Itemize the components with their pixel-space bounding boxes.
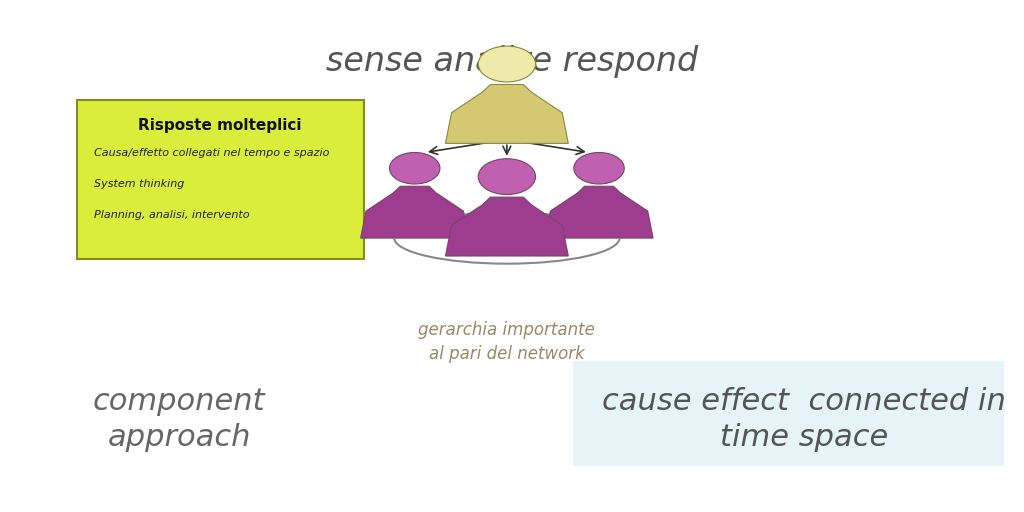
Text: component: component: [93, 388, 265, 416]
Text: Risposte molteplici: Risposte molteplici: [138, 118, 302, 133]
Text: Planning, analisi, intervento: Planning, analisi, intervento: [94, 210, 250, 220]
Polygon shape: [445, 84, 568, 143]
Text: al pari del network: al pari del network: [429, 345, 585, 364]
Ellipse shape: [478, 46, 536, 82]
Ellipse shape: [478, 159, 536, 195]
FancyBboxPatch shape: [77, 100, 364, 259]
Polygon shape: [545, 186, 653, 238]
Ellipse shape: [573, 153, 625, 184]
Text: approach: approach: [108, 423, 251, 452]
Polygon shape: [360, 186, 469, 238]
Text: gerarchia importante: gerarchia importante: [419, 321, 595, 339]
Polygon shape: [445, 197, 568, 256]
Text: System thinking: System thinking: [94, 179, 184, 189]
Text: cause effect  connected in: cause effect connected in: [602, 388, 1006, 416]
FancyBboxPatch shape: [573, 361, 1004, 466]
Ellipse shape: [389, 153, 440, 184]
Text: sense analize respond: sense analize respond: [326, 45, 698, 78]
Text: Causa/effetto collegati nel tempo e spazio: Causa/effetto collegati nel tempo e spaz…: [94, 148, 330, 159]
Text: time space: time space: [720, 423, 888, 452]
